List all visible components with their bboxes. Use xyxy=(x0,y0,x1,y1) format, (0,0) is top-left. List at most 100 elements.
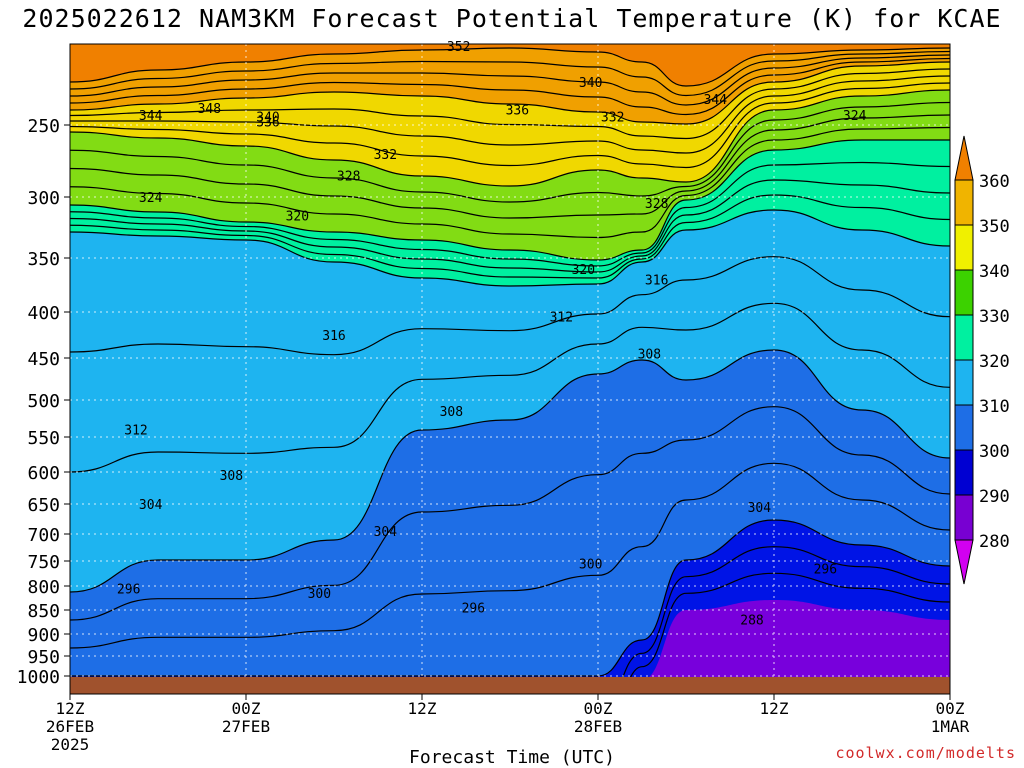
x-tick-label: 12Z xyxy=(760,699,789,718)
contour-label: 344 xyxy=(139,109,163,124)
colorbar-segment xyxy=(954,224,974,271)
colorbar-cap-top xyxy=(954,135,974,181)
contour-label: 296 xyxy=(117,582,140,597)
x-tick-date: 28FEB xyxy=(574,717,622,736)
y-tick-label: 350 xyxy=(27,249,60,270)
contour-label: 316 xyxy=(645,274,668,289)
colorbar-segment xyxy=(954,314,974,361)
contour-line xyxy=(70,54,950,106)
colorbar-label: 290 xyxy=(979,487,1010,507)
contour-label: 308 xyxy=(440,405,463,420)
y-tick-label: 600 xyxy=(27,463,60,484)
y-tick-label: 900 xyxy=(27,625,60,646)
contour-line xyxy=(70,75,950,154)
x-tick-label: 00Z xyxy=(936,699,965,718)
contour-label: 332 xyxy=(601,111,624,126)
x-tick-label: 00Z xyxy=(584,699,613,718)
contour-line xyxy=(70,89,950,187)
contour-line xyxy=(70,50,950,97)
colorbar-label: 320 xyxy=(979,352,1010,372)
plot-frame xyxy=(69,43,951,695)
contour-label: 308 xyxy=(220,469,243,484)
x-tick-year: 2025 xyxy=(51,735,90,754)
contour-line xyxy=(70,82,950,169)
contour-label: 288 xyxy=(740,614,763,629)
colorbar-label: 350 xyxy=(979,217,1010,237)
ground-layer xyxy=(70,677,950,694)
contour-label: 300 xyxy=(308,587,331,602)
colorbar-label: 300 xyxy=(979,442,1010,462)
contour-line xyxy=(70,462,950,649)
contour-label: 328 xyxy=(337,169,360,184)
contour-label: 336 xyxy=(506,104,529,119)
contour-label: 332 xyxy=(374,148,397,163)
contour-line xyxy=(70,256,950,356)
contour-label: 304 xyxy=(748,501,772,516)
contour-line xyxy=(70,114,950,219)
contour-label: 328 xyxy=(645,197,668,212)
x-tick-date: 1MAR xyxy=(931,717,970,736)
y-tick-label: 850 xyxy=(27,601,60,622)
y-tick-label: 750 xyxy=(27,552,60,573)
y-tick-label: 400 xyxy=(27,303,60,324)
contour-label: 308 xyxy=(638,347,661,362)
contour-label: 296 xyxy=(814,563,837,578)
contour-line xyxy=(70,61,950,125)
contour-line xyxy=(70,519,950,677)
contour-line xyxy=(616,546,950,694)
contour-label: 324 xyxy=(843,109,867,124)
contour-label: 324 xyxy=(139,191,163,206)
colorbar-segment xyxy=(954,494,974,541)
x-axis-title: Forecast Time (UTC) xyxy=(409,747,615,768)
contour-label: 296 xyxy=(462,602,485,617)
colorbar-label: 280 xyxy=(979,532,1010,552)
colorbar-label: 360 xyxy=(979,172,1010,192)
contour-line xyxy=(70,57,950,116)
contour-line xyxy=(70,179,950,273)
contour-label: 348 xyxy=(198,102,221,117)
y-tick-label: 1000 xyxy=(17,667,60,688)
contour-label: 304 xyxy=(374,525,398,540)
contour-line xyxy=(70,302,950,473)
contour-line xyxy=(70,406,950,621)
x-tick-date: 27FEB xyxy=(222,717,270,736)
colorbar-segment xyxy=(954,179,974,226)
contour-line xyxy=(624,572,950,694)
colorbar-label: 340 xyxy=(979,262,1010,282)
contour-label: 312 xyxy=(550,311,573,326)
contour-label: 320 xyxy=(286,209,309,224)
contour-line xyxy=(70,349,950,593)
contour-label: 300 xyxy=(579,558,602,573)
contour-label: 320 xyxy=(572,263,595,278)
contour-line xyxy=(70,161,950,267)
contour-label: 352 xyxy=(447,40,470,55)
x-tick-date: 26FEB xyxy=(46,717,94,736)
contour-line xyxy=(70,194,950,279)
colorbar-segment xyxy=(954,404,974,451)
x-tick-label: 00Z xyxy=(232,699,261,718)
colorbar-segment xyxy=(954,269,974,316)
y-tick-label: 950 xyxy=(27,647,60,668)
contour-label: 304 xyxy=(139,498,163,513)
contour-label: 340 xyxy=(256,111,279,126)
y-tick-label: 650 xyxy=(27,495,60,516)
chart-title: 2025022612 NAM3KM Forecast Potential Tem… xyxy=(22,4,1002,33)
contour-label: 344 xyxy=(704,93,728,108)
contour-label: 336 xyxy=(256,116,279,131)
contour-line xyxy=(70,47,950,87)
colorbar-cap-bottom xyxy=(954,539,974,585)
contour-label: 340 xyxy=(579,76,602,91)
y-tick-label: 450 xyxy=(27,349,60,370)
y-tick-label: 800 xyxy=(27,577,60,598)
colorbar-segment xyxy=(954,449,974,496)
watermark: coolwx.com/modelts xyxy=(835,744,1016,762)
x-tick-label: 12Z xyxy=(56,699,85,718)
colorbar-label: 330 xyxy=(979,307,1010,327)
y-tick-label: 550 xyxy=(27,428,60,449)
x-tick-label: 12Z xyxy=(408,699,437,718)
y-tick-label: 300 xyxy=(27,188,60,209)
contour-line xyxy=(70,101,950,203)
contour-line xyxy=(70,126,950,239)
y-tick-label: 500 xyxy=(27,391,60,412)
